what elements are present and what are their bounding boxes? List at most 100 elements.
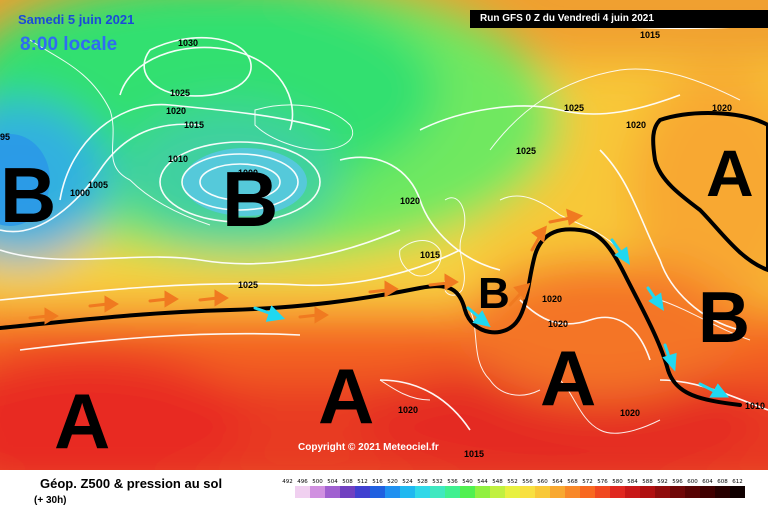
isobar-label: 1005 <box>88 180 108 190</box>
scale-tick-label: 556 <box>522 479 533 485</box>
scale-step: 584 <box>625 478 640 498</box>
scale-step: 580 <box>610 478 625 498</box>
high-pressure-label: A <box>706 136 754 210</box>
scale-tick-label: 560 <box>537 479 548 485</box>
scale-swatch <box>445 486 460 498</box>
scale-swatch <box>325 486 340 498</box>
scale-step: 504 <box>325 478 340 498</box>
scale-step: 544 <box>475 478 490 498</box>
scale-step: 540 <box>460 478 475 498</box>
scale-step: 520 <box>385 478 400 498</box>
isobar-label: 1020 <box>548 319 568 329</box>
jet-stream-line <box>0 227 742 407</box>
scale-swatch <box>730 486 745 498</box>
weather-map: 1030 1025 1020 1015 1010 1005 1000 95 10… <box>0 0 768 470</box>
isobar-label: 1015 <box>184 120 204 130</box>
model-run-banner: Run GFS 0 Z du Vendredi 4 juin 2021 <box>470 10 768 28</box>
scale-swatch <box>505 486 520 498</box>
isobar-label: 1000 <box>238 168 258 178</box>
scale-swatch <box>715 486 730 498</box>
scale-tick-label: 508 <box>342 479 353 485</box>
scale-swatch <box>490 486 505 498</box>
scale-step: 604 <box>700 478 715 498</box>
jet-arrows <box>28 208 730 398</box>
scale-swatch <box>700 486 715 498</box>
scale-swatch <box>385 486 400 498</box>
scale-step: 596 <box>670 478 685 498</box>
scale-swatch <box>430 486 445 498</box>
scale-swatch <box>670 486 685 498</box>
isobar-label: 1015 <box>420 250 440 260</box>
high-pressure-label: A <box>54 377 110 465</box>
high-pressure-label: A <box>540 334 596 422</box>
scale-swatch <box>310 486 325 498</box>
scale-step: 528 <box>415 478 430 498</box>
scale-tick-label: 612 <box>732 479 743 485</box>
isobar-label: 1020 <box>400 196 420 206</box>
scale-step: 496 <box>295 478 310 498</box>
isobar-label: 1020 <box>398 405 418 415</box>
isobar-label: 1020 <box>620 408 640 418</box>
scale-swatch <box>340 486 355 498</box>
isobar-label: 1015 <box>464 449 484 459</box>
scale-tick-label: 568 <box>567 479 578 485</box>
scale-swatch <box>580 486 595 498</box>
isobar-label: 1025 <box>516 146 536 156</box>
scale-tick-label: 608 <box>717 479 728 485</box>
scale-tick-label: 600 <box>687 479 698 485</box>
z500-field <box>0 0 768 470</box>
scale-tick-label: 588 <box>642 479 653 485</box>
scale-swatch <box>370 486 385 498</box>
legend-bar: Géop. Z500 & pression au sol (+ 30h) 492… <box>0 470 768 512</box>
scale-tick-label: 536 <box>447 479 458 485</box>
isobar-labels: 1030 1025 1020 1015 1010 1005 1000 95 10… <box>0 30 765 459</box>
isobar-label: 95 <box>0 132 10 142</box>
scale-tick-label: 552 <box>507 479 518 485</box>
forecast-date: Samedi 5 juin 2021 <box>18 12 135 27</box>
scale-swatch <box>520 486 535 498</box>
scale-step: 608 <box>715 478 730 498</box>
isobar-label: 1020 <box>166 106 186 116</box>
coastlines <box>29 39 751 434</box>
scale-step: 592 <box>655 478 670 498</box>
scale-step: 512 <box>355 478 370 498</box>
isobar-label: 1000 <box>70 188 90 198</box>
scale-step: 524 <box>400 478 415 498</box>
scale-tick-label: 504 <box>327 479 338 485</box>
scale-tick-label: 604 <box>702 479 713 485</box>
scale-step: 588 <box>640 478 655 498</box>
scale-step: 572 <box>580 478 595 498</box>
scale-step: 576 <box>595 478 610 498</box>
scale-swatch <box>400 486 415 498</box>
scale-tick-label: 524 <box>402 479 413 485</box>
scale-tick-label: 544 <box>477 479 488 485</box>
isobar-label: 1015 <box>640 30 660 40</box>
scale-swatch <box>640 486 655 498</box>
isobars <box>0 19 768 431</box>
scale-step: 568 <box>565 478 580 498</box>
scale-swatch <box>595 486 610 498</box>
legend-title: Géop. Z500 & pression au sol <box>40 476 223 491</box>
copyright-notice: Copyright © 2021 Meteociel.fr <box>298 442 439 453</box>
scale-swatch <box>550 486 565 498</box>
scale-swatch <box>685 486 700 498</box>
scale-step: 548 <box>490 478 505 498</box>
scale-step: 492 <box>280 478 295 498</box>
scale-swatch <box>460 486 475 498</box>
scale-tick-label: 572 <box>582 479 593 485</box>
scale-tick-label: 540 <box>462 479 473 485</box>
isobar-label: 1025 <box>564 103 584 113</box>
high-pressure-label: A <box>318 352 374 440</box>
scale-tick-label: 520 <box>387 479 398 485</box>
scale-swatch <box>355 486 370 498</box>
low-pressure-label: B <box>478 269 510 318</box>
scale-step: 552 <box>505 478 520 498</box>
isobar-label: 1025 <box>238 280 258 290</box>
color-scale: 492 496 500 504 508 512 516 520 524 528 532 536 540 5… <box>280 478 745 498</box>
scale-swatch <box>610 486 625 498</box>
high-pressure-contour <box>651 111 768 273</box>
scale-tick-label: 548 <box>492 479 503 485</box>
pressure-systems: B B B B A A A A <box>0 136 754 465</box>
scale-step: 600 <box>685 478 700 498</box>
